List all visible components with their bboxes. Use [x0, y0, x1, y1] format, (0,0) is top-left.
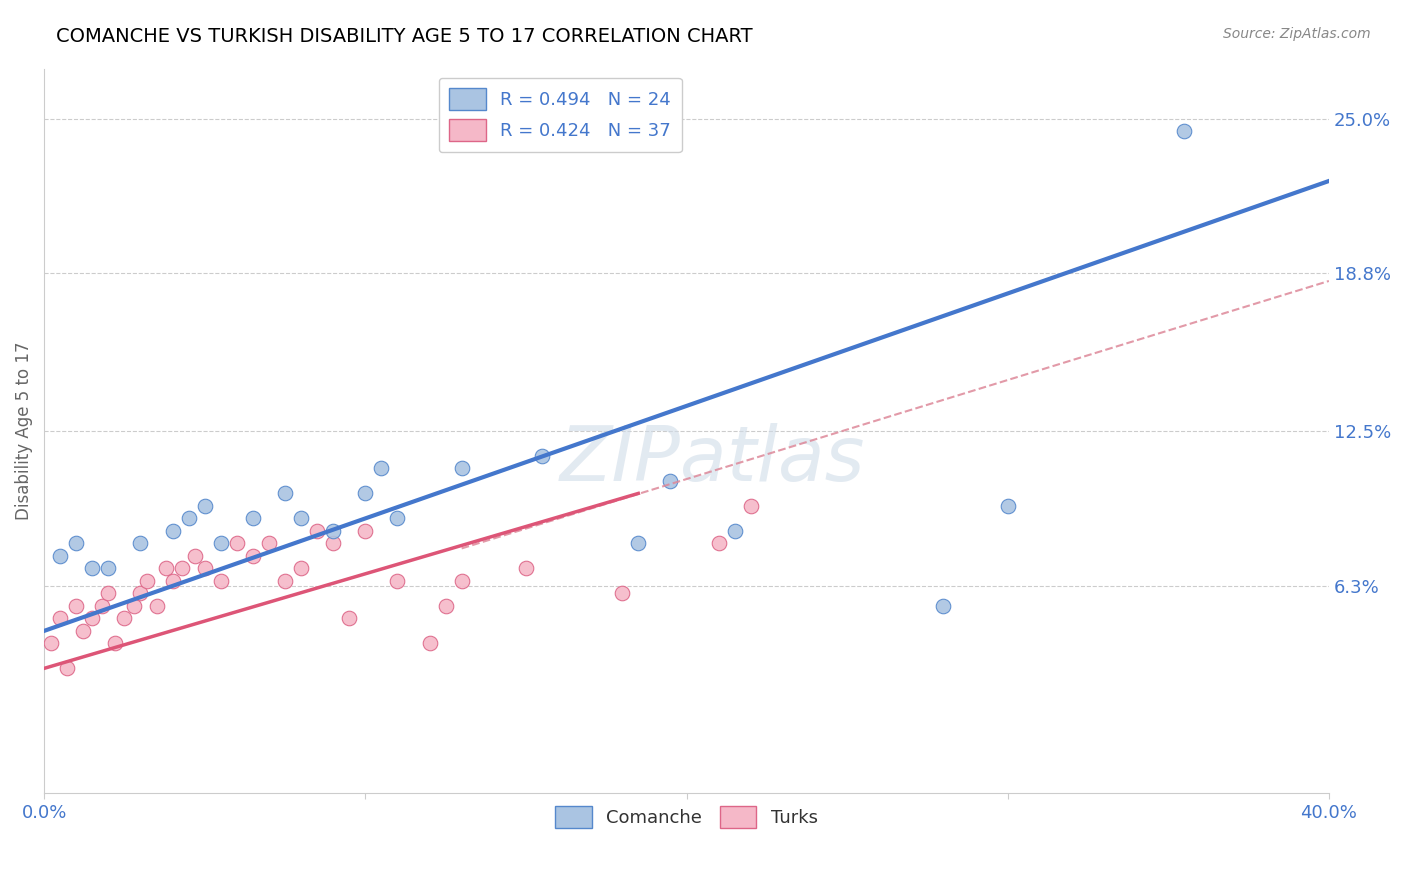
Point: [129, 536, 152, 550]
Point: [82, 611, 104, 625]
Point: [387, 574, 409, 588]
Point: [155, 561, 177, 575]
Point: [997, 499, 1019, 513]
Point: [129, 586, 152, 600]
Point: [65, 536, 87, 550]
Point: [194, 499, 217, 513]
Point: [39, 636, 62, 650]
Point: [290, 511, 312, 525]
Point: [209, 574, 232, 588]
Point: [515, 561, 537, 575]
Point: [290, 561, 312, 575]
Point: [387, 511, 409, 525]
Point: [337, 611, 360, 625]
Point: [65, 599, 87, 613]
Point: [122, 599, 145, 613]
Point: [1173, 124, 1195, 138]
Point: [97, 561, 120, 575]
Point: [322, 524, 344, 538]
Point: [354, 524, 377, 538]
Point: [162, 574, 184, 588]
Text: ZIPatlas: ZIPatlas: [560, 423, 865, 497]
Point: [72, 624, 94, 638]
Point: [194, 561, 217, 575]
Point: [307, 524, 329, 538]
Point: [184, 549, 207, 563]
Point: [82, 561, 104, 575]
Point: [740, 499, 762, 513]
Point: [55, 661, 77, 675]
Point: [370, 461, 392, 475]
Point: [135, 574, 157, 588]
Point: [209, 536, 232, 550]
Point: [104, 636, 127, 650]
Y-axis label: Disability Age 5 to 17: Disability Age 5 to 17: [15, 342, 32, 520]
Point: [145, 599, 167, 613]
Point: [242, 549, 264, 563]
Point: [257, 536, 280, 550]
Point: [530, 449, 553, 463]
Point: [177, 511, 200, 525]
Point: [274, 574, 297, 588]
Point: [274, 486, 297, 500]
Point: [112, 611, 135, 625]
Point: [450, 574, 472, 588]
Point: [932, 599, 955, 613]
Point: [225, 536, 247, 550]
Point: [724, 524, 747, 538]
Point: [172, 561, 194, 575]
Point: [627, 536, 650, 550]
Point: [419, 636, 441, 650]
Point: [659, 474, 682, 488]
Text: COMANCHE VS TURKISH DISABILITY AGE 5 TO 17 CORRELATION CHART: COMANCHE VS TURKISH DISABILITY AGE 5 TO …: [56, 27, 752, 45]
Point: [49, 611, 72, 625]
Point: [97, 586, 120, 600]
Point: [322, 536, 344, 550]
Point: [162, 524, 184, 538]
Point: [90, 599, 112, 613]
Point: [49, 549, 72, 563]
Point: [612, 586, 634, 600]
Text: Source: ZipAtlas.com: Source: ZipAtlas.com: [1223, 27, 1371, 41]
Point: [434, 599, 457, 613]
Point: [242, 511, 264, 525]
Legend: Comanche, Turks: Comanche, Turks: [548, 798, 825, 835]
Point: [354, 486, 377, 500]
Point: [450, 461, 472, 475]
Point: [707, 536, 730, 550]
